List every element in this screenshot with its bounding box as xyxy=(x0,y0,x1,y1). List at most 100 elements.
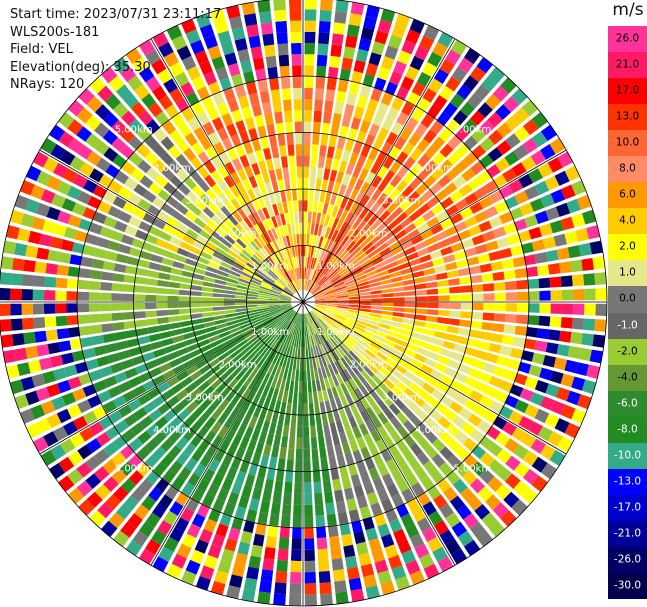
velocity-gate xyxy=(181,533,197,549)
velocity-gate xyxy=(366,98,379,113)
velocity-gate xyxy=(394,453,407,468)
velocity-gate xyxy=(458,183,473,197)
velocity-gate xyxy=(440,395,454,408)
velocity-gate xyxy=(174,71,190,87)
velocity-gate xyxy=(122,284,135,293)
velocity-gate xyxy=(235,144,246,158)
velocity-gate xyxy=(305,347,309,359)
velocity-gate xyxy=(374,512,387,527)
velocity-gate xyxy=(314,292,325,298)
velocity-gate xyxy=(113,102,129,118)
velocity-gate xyxy=(71,350,85,362)
velocity-gate xyxy=(217,270,229,277)
velocity-gate xyxy=(294,121,302,133)
velocity-gate xyxy=(196,86,211,101)
velocity-gate xyxy=(167,309,180,316)
velocity-gate xyxy=(304,515,314,528)
velocity-gate xyxy=(399,393,412,406)
velocity-gate xyxy=(385,81,398,96)
velocity-gate xyxy=(320,237,327,249)
velocity-gate xyxy=(318,318,328,328)
velocity-gate xyxy=(335,311,348,316)
velocity-gate xyxy=(181,18,197,34)
velocity-gate xyxy=(321,281,332,290)
velocity-gate xyxy=(189,387,202,400)
velocity-gate xyxy=(295,144,303,156)
velocity-gate xyxy=(167,295,179,302)
velocity-gate xyxy=(278,318,288,328)
velocity-gate xyxy=(286,271,293,282)
velocity-gate xyxy=(197,425,210,439)
velocity-gate xyxy=(227,147,238,161)
velocity-gate xyxy=(266,243,275,255)
velocity-gate xyxy=(183,264,196,273)
velocity-gate xyxy=(368,467,380,481)
velocity-gate xyxy=(468,329,482,339)
velocity-gate xyxy=(303,381,308,393)
velocity-gate xyxy=(111,119,127,135)
velocity-gate xyxy=(420,476,435,491)
velocity-gate xyxy=(489,400,504,414)
velocity-gate xyxy=(340,357,350,369)
velocity-gate xyxy=(345,281,357,288)
velocity-gate xyxy=(235,308,247,313)
velocity-gate xyxy=(318,571,331,584)
velocity-gate xyxy=(320,262,328,273)
velocity-gate xyxy=(184,457,198,472)
velocity-gate xyxy=(411,507,426,523)
velocity-gate xyxy=(477,253,491,264)
velocity-gate xyxy=(313,200,319,213)
velocity-gate xyxy=(197,151,210,165)
nrays-label: NRays: 120 xyxy=(10,77,85,92)
velocity-gate xyxy=(362,352,374,363)
velocity-gate xyxy=(479,196,494,209)
velocity-gate xyxy=(400,267,412,275)
velocity-gate xyxy=(488,250,502,261)
velocity-gate xyxy=(433,68,449,84)
velocity-gate xyxy=(314,223,319,236)
velocity-gate xyxy=(147,204,161,217)
colorbar-segment xyxy=(608,338,647,366)
velocity-gate xyxy=(275,469,285,482)
velocity-gate xyxy=(440,348,453,358)
velocity-gate xyxy=(298,336,301,348)
velocity-gate xyxy=(118,186,133,200)
velocity-gate xyxy=(292,280,299,292)
velocity-gate xyxy=(262,279,274,287)
velocity-gate xyxy=(345,162,355,176)
velocity-gate xyxy=(379,366,391,378)
velocity-gate xyxy=(161,167,175,181)
velocity-gate xyxy=(367,363,379,374)
velocity-gate xyxy=(567,245,581,259)
velocity-gate xyxy=(303,245,306,257)
velocity-gate xyxy=(257,307,270,312)
velocity-gate xyxy=(365,5,380,19)
velocity-gate xyxy=(374,30,389,45)
velocity-gate xyxy=(384,256,396,265)
velocity-gate xyxy=(540,124,557,141)
velocity-gate xyxy=(299,278,302,291)
velocity-gate xyxy=(464,346,477,357)
velocity-gate xyxy=(426,196,440,209)
velocity-gate xyxy=(226,123,238,137)
instrument-label: WLS200s-181 xyxy=(10,24,100,40)
velocity-gate xyxy=(346,284,358,290)
range-ring-label: 1.00km xyxy=(317,261,355,272)
velocity-gate xyxy=(583,318,596,331)
velocity-gate xyxy=(375,439,387,453)
velocity-gate xyxy=(288,311,296,321)
velocity-gate xyxy=(14,194,29,210)
velocity-gate xyxy=(237,207,247,220)
velocity-gate xyxy=(122,201,137,214)
velocity-gate xyxy=(443,409,458,422)
velocity-gate xyxy=(310,436,318,449)
velocity-gate xyxy=(293,504,302,517)
velocity-gate xyxy=(281,293,292,299)
velocity-gate xyxy=(323,328,332,339)
velocity-gate xyxy=(279,303,292,306)
velocity-gate xyxy=(316,274,325,284)
velocity-gate xyxy=(305,325,309,337)
velocity-gate xyxy=(356,130,367,144)
velocity-gate xyxy=(339,344,349,355)
